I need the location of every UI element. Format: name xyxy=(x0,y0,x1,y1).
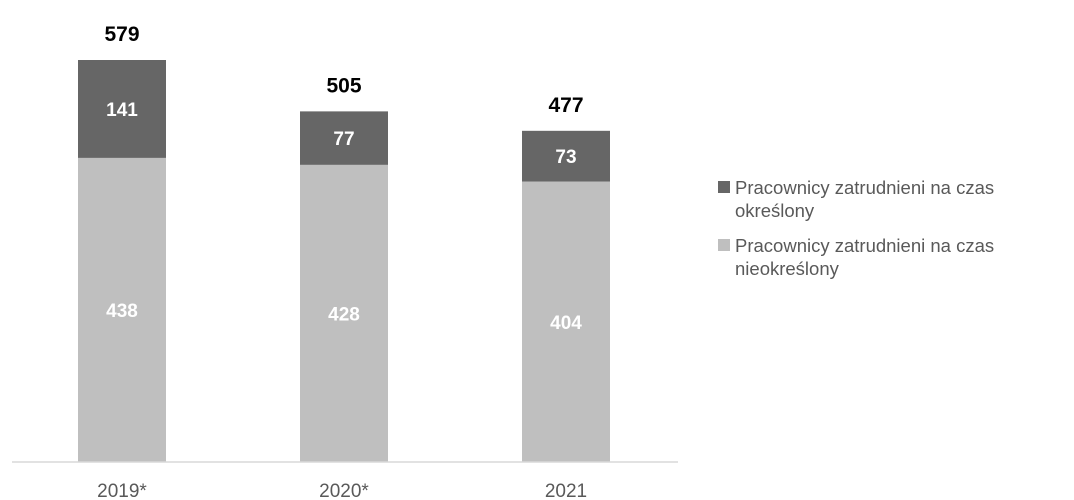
legend-label-fixed-term: Pracownicy zatrudnieni na czas określony xyxy=(735,177,995,221)
bar-segment-fixed-term-0 xyxy=(78,60,166,158)
total-label-1: 505 xyxy=(326,74,361,97)
data-label-permanent-0: 438 xyxy=(106,301,138,322)
total-label-2: 477 xyxy=(548,94,583,117)
legend-item-permanent: Pracownicy zatrudnieni na czas nieokreśl… xyxy=(718,234,1068,280)
bar-segment-fixed-term-1 xyxy=(300,111,388,165)
legend-swatch-permanent xyxy=(718,239,730,251)
legend-swatch-fixed-term xyxy=(718,181,730,193)
bar-segment-fixed-term-2 xyxy=(522,130,610,182)
labels-group: 438 141 579 2019* 428 77 505 2020* 404 73 477 2021 xyxy=(97,23,587,500)
bar-segment-permanent-0 xyxy=(78,157,166,463)
data-label-fixed-term-2: 73 xyxy=(555,147,576,168)
legend-item-fixed-term: Pracownicy zatrudnieni na czas określony xyxy=(718,176,1068,222)
legend: Pracownicy zatrudnieni na czas określony… xyxy=(718,176,1068,292)
data-label-permanent-1: 428 xyxy=(328,304,360,325)
bar-segment-permanent-2 xyxy=(522,181,610,462)
x-tick-label-0: 2019* xyxy=(97,481,147,500)
x-tick-label-2: 2021 xyxy=(545,481,587,500)
data-label-permanent-2: 404 xyxy=(550,313,582,334)
total-label-0: 579 xyxy=(104,23,139,46)
data-label-fixed-term-0: 141 xyxy=(106,100,138,121)
data-label-fixed-term-1: 77 xyxy=(333,129,354,150)
x-tick-label-1: 2020* xyxy=(319,481,369,500)
legend-label-permanent: Pracownicy zatrudnieni na czas nieokreśl… xyxy=(735,235,995,279)
bars-group xyxy=(78,60,610,463)
bar-segment-permanent-1 xyxy=(300,164,388,463)
